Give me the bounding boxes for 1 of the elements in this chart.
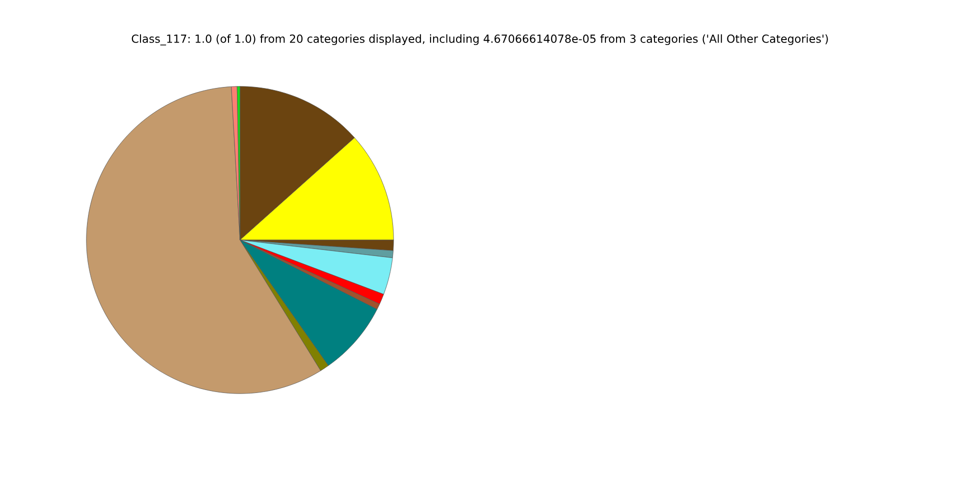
text: Class_117: 1.0 (of 1.0) from 20 categories displayed, including 4.67066614078e-05 from 3 categories ('All Other Categories') — [132, 34, 828, 46]
